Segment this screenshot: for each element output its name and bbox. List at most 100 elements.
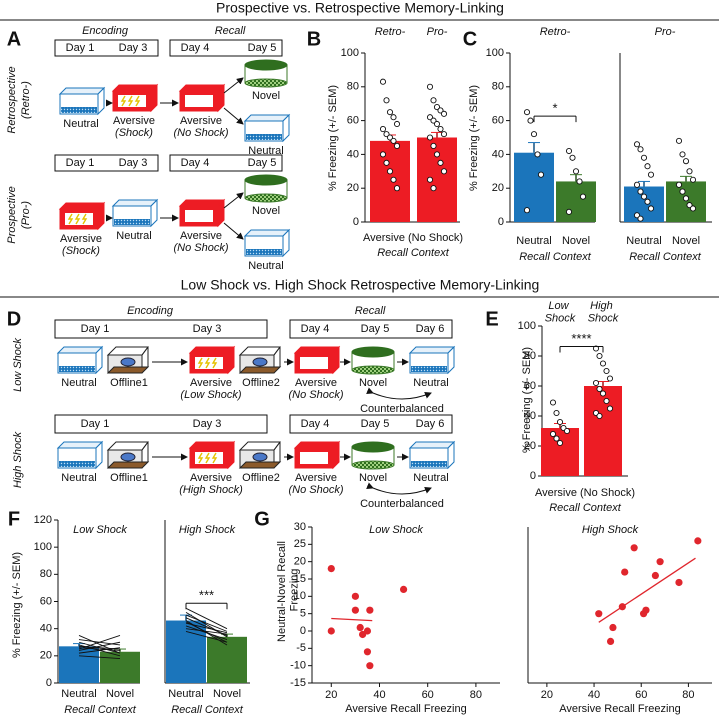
x-axis-label: Recall Context	[171, 704, 243, 716]
data-point	[553, 409, 560, 417]
data-point	[433, 120, 441, 128]
data-point	[689, 176, 697, 183]
context-sublabel: (No Shock)	[288, 389, 343, 401]
context-window	[185, 95, 213, 107]
scatter-point	[630, 544, 638, 552]
context-label: Neutral	[413, 472, 448, 484]
context-top	[58, 202, 106, 210]
context-label: Neutral	[413, 377, 448, 389]
x-tick-label: 20	[325, 689, 337, 701]
context-top	[188, 346, 236, 354]
context-label: Novel	[359, 377, 387, 389]
paired-line	[185, 614, 228, 632]
shock-bolt	[197, 357, 204, 369]
context-top	[244, 174, 288, 186]
y-tick-label: 0	[530, 470, 536, 482]
data-point	[675, 181, 683, 188]
data-point	[675, 137, 683, 144]
bar	[556, 181, 596, 222]
data-point	[393, 142, 401, 149]
y-tick-label: 25	[294, 538, 306, 550]
day-label: Day 6	[416, 418, 445, 430]
data-point	[637, 215, 644, 222]
x-tick-label: Neutral	[626, 235, 661, 247]
y-tick-label: 20	[492, 182, 504, 194]
context-label: Novel	[359, 472, 387, 484]
data-point	[523, 207, 531, 214]
data-point	[682, 158, 690, 165]
context-edge	[273, 346, 281, 356]
subplot-title: Retro-	[540, 26, 571, 38]
data-point	[686, 168, 693, 175]
y-tick-label: -15	[290, 677, 306, 689]
scatter-point	[606, 637, 615, 646]
day-box	[54, 39, 159, 57]
row-label: Prospective	[6, 186, 18, 243]
data-point	[530, 131, 538, 138]
day-box	[169, 154, 283, 172]
row-label: High Shock	[12, 431, 24, 488]
scatter-point	[363, 627, 372, 635]
data-point	[679, 188, 686, 195]
subplot-title: Low Shock	[73, 524, 127, 536]
x-axis-label: Recall Context	[549, 502, 621, 514]
day-label: Day 3	[119, 157, 148, 169]
y-axis-label: % Freezing (+/- SEM)	[468, 85, 480, 191]
mouse	[120, 452, 136, 462]
paired-line	[78, 655, 121, 659]
context-label: Aversive	[60, 233, 102, 245]
context-sublabel: (No Shock)	[173, 242, 228, 254]
x-axis-label: Recall Context	[377, 247, 449, 259]
day-box	[169, 39, 283, 57]
day-box	[54, 319, 268, 339]
data-point	[637, 146, 644, 153]
y-tick-label: 20	[40, 650, 52, 662]
bar	[59, 646, 99, 683]
context-label: Aversive	[295, 377, 337, 389]
y-tick-label: 0	[300, 625, 306, 637]
day-label: Day 1	[81, 418, 110, 430]
context-top	[56, 441, 104, 449]
arrow	[223, 192, 244, 209]
data-point	[596, 352, 603, 360]
data-point	[523, 109, 531, 116]
bar-label: Low Shock	[545, 300, 576, 325]
significance-label: ****	[571, 331, 591, 346]
panel-letter: B	[307, 28, 321, 50]
panel-letter: G	[254, 508, 270, 530]
data-point	[606, 405, 614, 412]
data-point	[549, 399, 557, 406]
data-point	[603, 367, 610, 375]
context-top	[351, 441, 395, 453]
data-point	[606, 375, 614, 382]
y-tick-label: 0	[353, 216, 359, 228]
x-axis-label: Aversive Recall Freezing	[559, 703, 680, 715]
data-point	[390, 176, 397, 183]
subplot-title: Pro-	[655, 26, 676, 38]
context-label: Aversive	[180, 230, 222, 242]
data-point	[553, 435, 560, 442]
day-label: Day 5	[248, 157, 277, 169]
day-label: Day 6	[416, 323, 445, 335]
scatter-point	[651, 571, 659, 580]
day-box	[54, 414, 268, 434]
data-point	[596, 385, 603, 393]
fit-line	[598, 557, 696, 623]
context-floor	[238, 366, 282, 374]
arrow	[223, 222, 244, 240]
row-label: Retrospective	[6, 66, 18, 133]
data-point	[534, 151, 541, 158]
scatter-point	[642, 606, 650, 614]
context-top	[243, 229, 291, 237]
x-tick-label: Novel	[562, 235, 590, 247]
x-category-label: Aversive (No Shock)	[535, 487, 635, 499]
y-tick-label: -5	[296, 642, 306, 654]
day-box	[289, 414, 453, 434]
data-point	[592, 345, 600, 352]
arrow	[223, 77, 244, 94]
context-sublabel: (No Shock)	[173, 127, 228, 139]
context-top	[408, 346, 456, 354]
context-top	[238, 346, 281, 356]
data-point	[689, 205, 697, 212]
